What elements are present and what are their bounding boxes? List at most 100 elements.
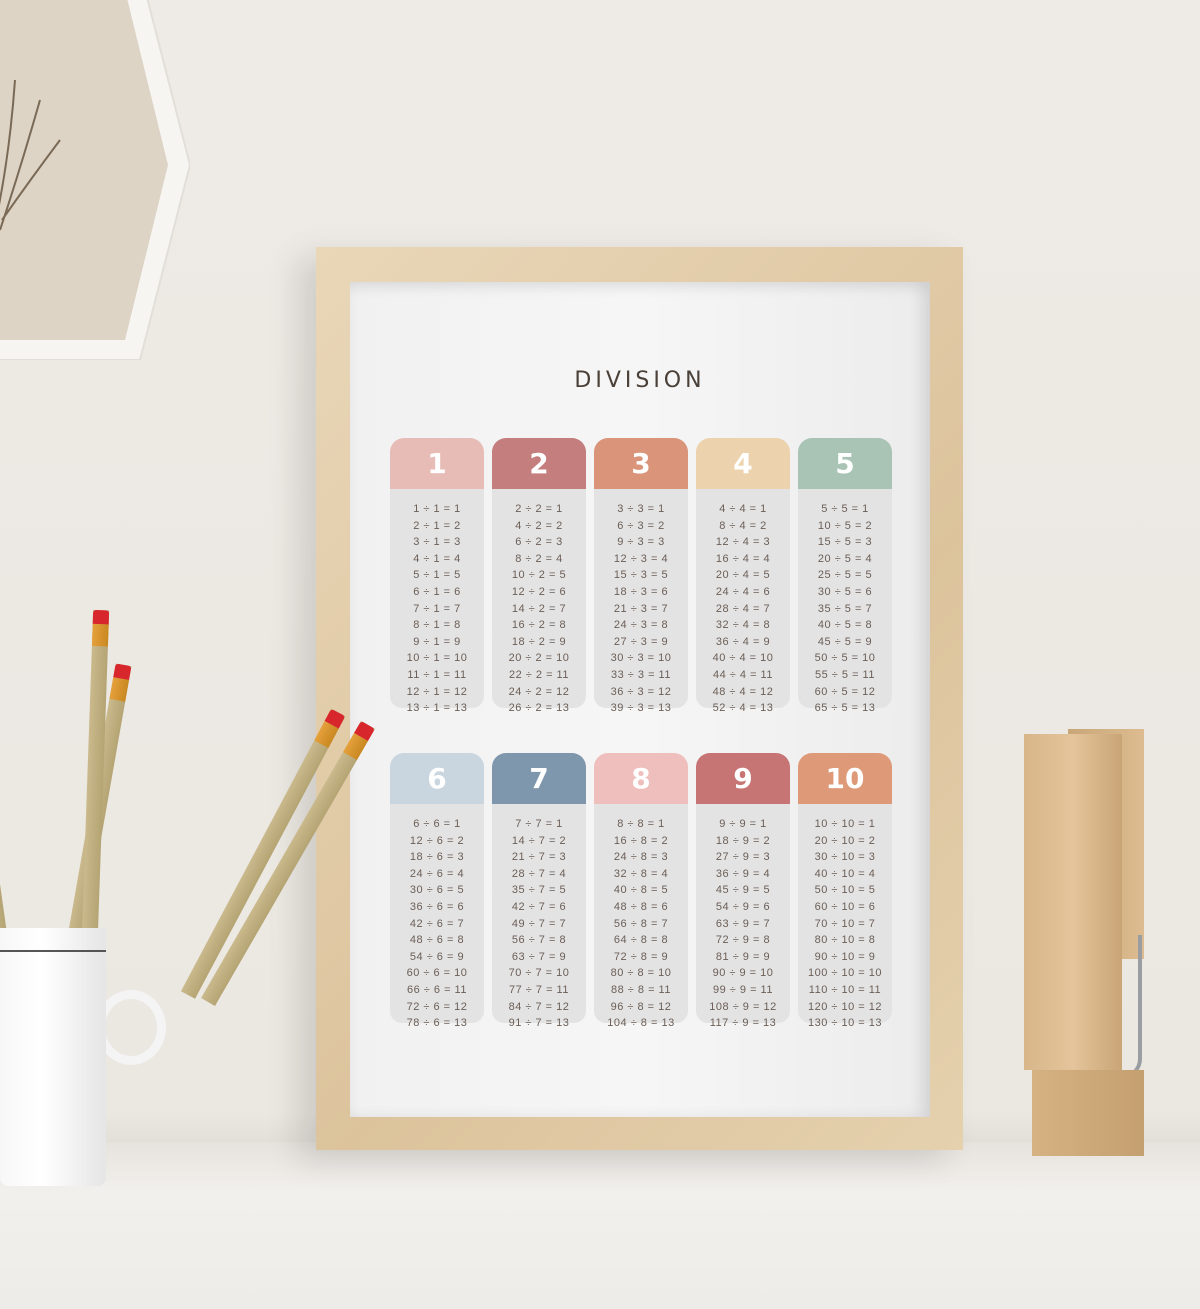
table-header: 1 [390,438,484,489]
equation: 42 ÷ 7 = 6 [511,900,567,913]
table-header: 5 [798,438,892,489]
equation: 2 ÷ 2 = 1 [515,503,563,515]
poster-title: DIVISION [574,368,706,393]
clothespin-spring [1040,935,1142,1079]
equation: 4 ÷ 1 = 4 [413,552,461,565]
equation: 14 ÷ 7 = 2 [511,834,567,847]
equation: 24 ÷ 3 = 8 [613,619,669,632]
equation: 20 ÷ 5 = 4 [817,552,873,565]
equation: 4 ÷ 2 = 2 [515,519,563,532]
equation: 12 ÷ 3 = 4 [613,552,669,565]
equation: 63 ÷ 7 = 9 [511,950,567,963]
equation: 6 ÷ 2 = 3 [515,536,563,549]
equation: 56 ÷ 8 = 7 [613,917,669,930]
equation: 14 ÷ 2 = 7 [511,602,567,615]
table-body: 4 ÷ 4 = 1 8 ÷ 4 = 2 12 ÷ 4 = 3 16 ÷ 4 = 4 20… [696,489,790,714]
equation: 70 ÷ 7 = 10 [508,967,570,980]
equation: 40 ÷ 8 = 5 [613,884,669,897]
equation: 48 ÷ 8 = 6 [613,900,669,913]
equation: 27 ÷ 9 = 3 [715,851,771,864]
equation: 60 ÷ 10 = 6 [814,900,876,913]
equation: 81 ÷ 9 = 9 [715,950,771,963]
equation: 7 ÷ 7 = 1 [515,818,563,830]
equation: 21 ÷ 3 = 7 [613,602,669,615]
equation: 8 ÷ 4 = 2 [719,519,767,532]
table-2: 2 2 ÷ 2 = 1 4 ÷ 2 = 2 6 ÷ 2 = 3 8 ÷ 2 = 4 10 … [492,438,586,714]
table-body: 8 ÷ 8 = 1 16 ÷ 8 = 2 24 ÷ 8 = 3 32 ÷ 8 = 4 4… [594,804,688,1029]
equation: 28 ÷ 7 = 4 [511,867,567,880]
table-body: 5 ÷ 5 = 1 10 ÷ 5 = 2 15 ÷ 5 = 3 20 ÷ 5 = 4 2… [798,489,892,714]
table-body: 3 ÷ 3 = 1 6 ÷ 3 = 2 9 ÷ 3 = 3 12 ÷ 3 = 4 15 … [594,489,688,714]
equation: 72 ÷ 6 = 12 [406,1000,468,1013]
equation: 36 ÷ 4 = 9 [715,635,771,648]
equation: 10 ÷ 5 = 2 [817,519,873,532]
equation: 64 ÷ 8 = 8 [613,934,669,947]
equation: 110 ÷ 10 = 11 [808,983,882,996]
equation: 21 ÷ 7 = 3 [511,851,567,864]
equation: 16 ÷ 8 = 2 [613,834,669,847]
equation: 10 ÷ 1 = 10 [406,652,468,665]
table-body: 6 ÷ 6 = 1 12 ÷ 6 = 2 18 ÷ 6 = 3 24 ÷ 6 = 4 3… [390,804,484,1029]
equation: 32 ÷ 4 = 8 [715,619,771,632]
mug-handle [96,990,166,1065]
table-body: 2 ÷ 2 = 1 4 ÷ 2 = 2 6 ÷ 2 = 3 8 ÷ 2 = 4 10 ÷… [492,489,586,714]
equation: 9 ÷ 1 = 9 [413,635,461,648]
equation: 36 ÷ 6 = 6 [409,900,465,913]
equation: 70 ÷ 10 = 7 [814,917,876,930]
clothespin-base [1032,1070,1144,1156]
equation: 6 ÷ 6 = 1 [413,818,461,830]
equation: 30 ÷ 6 = 5 [409,884,465,897]
equation: 26 ÷ 2 = 13 [508,702,570,715]
equation: 28 ÷ 4 = 7 [715,602,771,615]
equation: 50 ÷ 5 = 10 [814,652,876,665]
table-4: 4 4 ÷ 4 = 1 8 ÷ 4 = 2 12 ÷ 4 = 3 16 ÷ 4 = 4 2… [696,438,790,714]
equation: 6 ÷ 3 = 2 [617,519,665,532]
table-header: 4 [696,438,790,489]
equation: 100 ÷ 10 = 10 [807,967,882,980]
table-body: 9 ÷ 9 = 1 18 ÷ 9 = 2 27 ÷ 9 = 3 36 ÷ 9 = 4 4… [696,804,790,1029]
equation: 117 ÷ 9 = 13 [709,1017,777,1030]
equation: 30 ÷ 3 = 10 [610,652,672,665]
equation: 48 ÷ 6 = 8 [409,934,465,947]
equation: 54 ÷ 9 = 6 [715,900,771,913]
table-header: 9 [696,753,790,804]
table-header: 10 [798,753,892,804]
equation: 60 ÷ 6 = 10 [406,967,468,980]
equation: 30 ÷ 10 = 3 [814,851,876,864]
equation: 40 ÷ 5 = 8 [817,619,873,632]
division-poster: DIVISION 1 1 ÷ 1 = 1 2 ÷ 1 = 2 3 ÷ 1 = 3 4 ÷… [350,282,930,1117]
equation: 42 ÷ 6 = 7 [409,917,465,930]
equation: 8 ÷ 1 = 8 [413,619,461,632]
equation: 27 ÷ 3 = 9 [613,635,669,648]
equation: 2 ÷ 1 = 2 [413,519,461,532]
equation: 22 ÷ 2 = 11 [509,668,569,681]
table-3: 3 3 ÷ 3 = 1 6 ÷ 3 = 2 9 ÷ 3 = 3 12 ÷ 3 = 4 15… [594,438,688,714]
equation: 35 ÷ 7 = 5 [511,884,567,897]
equation: 49 ÷ 7 = 7 [511,917,567,930]
table-8: 8 8 ÷ 8 = 1 16 ÷ 8 = 2 24 ÷ 8 = 3 32 ÷ 8 = 4… [594,753,688,1029]
equation: 24 ÷ 2 = 12 [508,685,570,698]
equation: 54 ÷ 6 = 9 [409,950,465,963]
equation: 65 ÷ 5 = 13 [814,702,876,715]
equation: 66 ÷ 6 = 11 [407,983,467,996]
equation: 24 ÷ 6 = 4 [409,867,465,880]
table-header: 3 [594,438,688,489]
equation: 7 ÷ 1 = 7 [413,602,461,615]
equation: 72 ÷ 8 = 9 [613,950,669,963]
table-10: 10 10 ÷ 10 = 1 20 ÷ 10 = 2 30 ÷ 10 = 3 40 ÷ … [798,753,892,1029]
equation: 15 ÷ 5 = 3 [817,536,873,549]
equation: 40 ÷ 4 = 10 [712,652,774,665]
pencil [0,652,12,972]
table-header: 2 [492,438,586,489]
equation: 12 ÷ 2 = 6 [511,585,567,598]
equation: 24 ÷ 8 = 3 [613,851,669,864]
equation: 3 ÷ 3 = 1 [617,503,665,515]
equation: 18 ÷ 9 = 2 [715,834,771,847]
equation: 24 ÷ 4 = 6 [715,585,771,598]
equation: 15 ÷ 3 = 5 [613,569,669,582]
table-body: 7 ÷ 7 = 1 14 ÷ 7 = 2 21 ÷ 7 = 3 28 ÷ 7 = 4 3… [492,804,586,1029]
table-body: 1 ÷ 1 = 1 2 ÷ 1 = 2 3 ÷ 1 = 3 4 ÷ 1 = 4 5 ÷ … [390,489,484,714]
equation: 5 ÷ 1 = 5 [413,569,461,582]
equation: 108 ÷ 9 = 12 [709,1000,777,1013]
equation: 20 ÷ 10 = 2 [814,834,876,847]
